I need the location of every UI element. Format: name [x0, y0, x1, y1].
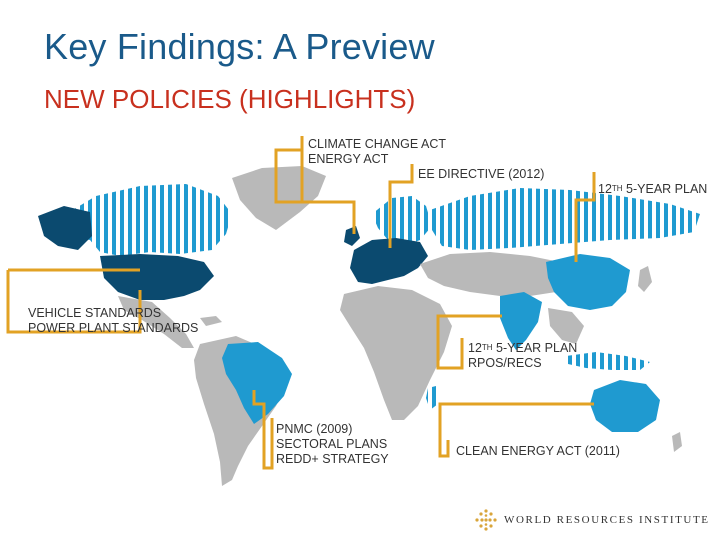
land-alaska	[38, 206, 92, 250]
connector-brazil	[252, 390, 274, 470]
land-eu	[350, 238, 428, 284]
land-caribbean	[200, 316, 222, 326]
wri-logo: WORLD RESOURCES INSTITUTE	[474, 506, 710, 534]
callout-india-line2: RPOS/RECS	[468, 356, 542, 370]
callout-china: 12TH 5-YEAR PLAN	[598, 182, 707, 197]
callout-brazil-line1: PNMC (2009)	[276, 422, 353, 436]
connector-china	[574, 172, 596, 262]
callout-china-suffix: 5-YEAR PLAN	[622, 182, 708, 196]
callout-connectors	[6, 136, 596, 470]
callout-australia: CLEAN ENERGY ACT (2011)	[456, 444, 620, 459]
land-canada	[66, 184, 232, 256]
connector-eu-ee	[388, 164, 414, 248]
callout-australia-line1: CLEAN ENERGY ACT (2011)	[456, 444, 620, 458]
callout-us-line1: VEHICLE STANDARDS	[28, 306, 162, 320]
land-greenland	[232, 166, 326, 230]
land-japan	[638, 266, 652, 292]
land-mexico	[118, 296, 194, 348]
land-uk	[344, 226, 360, 246]
land-usa	[100, 254, 214, 300]
callout-us-line2: POWER PLANT STANDARDS	[28, 321, 199, 335]
wri-logo-icon	[475, 509, 497, 531]
callout-china-sup: TH	[611, 184, 623, 193]
land-indonesia	[566, 352, 650, 370]
land-australia	[590, 380, 660, 432]
land-madagascar	[426, 386, 438, 410]
land-scandinavia	[372, 196, 432, 246]
callout-eu-ee-line1: EE DIRECTIVE (2012)	[418, 167, 545, 181]
connector-india	[436, 314, 502, 370]
land-brazil	[222, 342, 292, 424]
connector-australia	[438, 402, 594, 458]
slide-subtitle: NEW POLICIES (HIGHLIGHTS)	[44, 84, 416, 114]
land-central-asia	[420, 252, 570, 296]
callout-brazil: PNMC (2009) SECTORAL PLANS REDD+ STRATEG…	[276, 422, 389, 467]
callout-india: 12TH 5-YEAR PLAN RPOS/RECS	[468, 341, 577, 371]
callout-brazil-line3: REDD+ STRATEGY	[276, 452, 389, 466]
land-southeast-asia	[548, 308, 584, 344]
callout-china-prefix: 12	[598, 182, 612, 196]
callout-europe-climate: CLIMATE CHANGE ACT ENERGY ACT	[308, 137, 446, 167]
land-africa	[340, 286, 452, 420]
slide-title: Key Findings: A Preview	[44, 26, 435, 67]
callout-india-prefix: 12	[468, 341, 482, 355]
callout-brazil-line2: SECTORAL PLANS	[276, 437, 388, 451]
callout-europe-climate-line1: CLIMATE CHANGE ACT	[308, 137, 446, 151]
land-new-zealand	[672, 432, 682, 452]
wri-logo-text: WORLD RESOURCES INSTITUTE	[504, 514, 710, 526]
callout-india-suffix: 5-YEAR PLAN	[492, 341, 578, 355]
callout-eu-ee: EE DIRECTIVE (2012)	[418, 167, 544, 182]
land-china	[546, 254, 630, 310]
land-india	[500, 292, 542, 350]
connector-us	[6, 268, 142, 334]
land-russia	[430, 188, 700, 250]
callout-europe-climate-line2: ENERGY ACT	[308, 152, 389, 166]
callout-us: VEHICLE STANDARDS POWER PLANT STANDARDS	[28, 306, 198, 336]
connector-europe-climate	[274, 136, 356, 234]
callout-india-sup: TH	[481, 343, 493, 352]
